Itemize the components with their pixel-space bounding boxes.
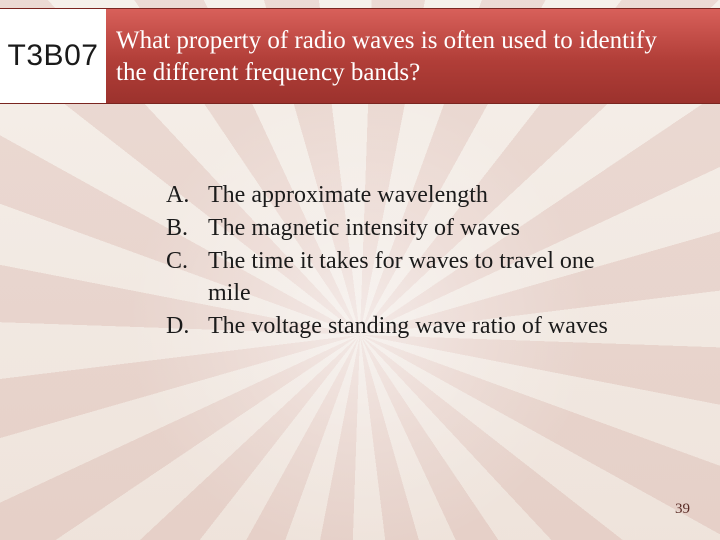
answer-option-c: The time it takes for waves to travel on… [160, 246, 640, 308]
question-box: What property of radio waves is often us… [106, 9, 720, 103]
page-number: 39 [675, 501, 690, 518]
question-code-box: T3B07 [0, 9, 106, 103]
title-bar: T3B07 What property of radio waves is of… [0, 8, 720, 104]
answer-option-c-text: The time it takes for waves to travel on… [208, 248, 595, 305]
answer-option-b: The magnetic intensity of waves [160, 213, 640, 244]
answer-option-a-text: The approximate wavelength [208, 182, 488, 208]
answer-option-d-text: The voltage standing wave ratio of waves [208, 313, 608, 339]
answer-list: The approximate wavelength The magnetic … [160, 180, 640, 344]
question-text: What property of radio waves is often us… [116, 25, 676, 89]
answer-option-d: The voltage standing wave ratio of waves [160, 311, 640, 342]
answer-option-a: The approximate wavelength [160, 180, 640, 211]
answer-option-b-text: The magnetic intensity of waves [208, 215, 520, 241]
question-code: T3B07 [8, 39, 99, 73]
